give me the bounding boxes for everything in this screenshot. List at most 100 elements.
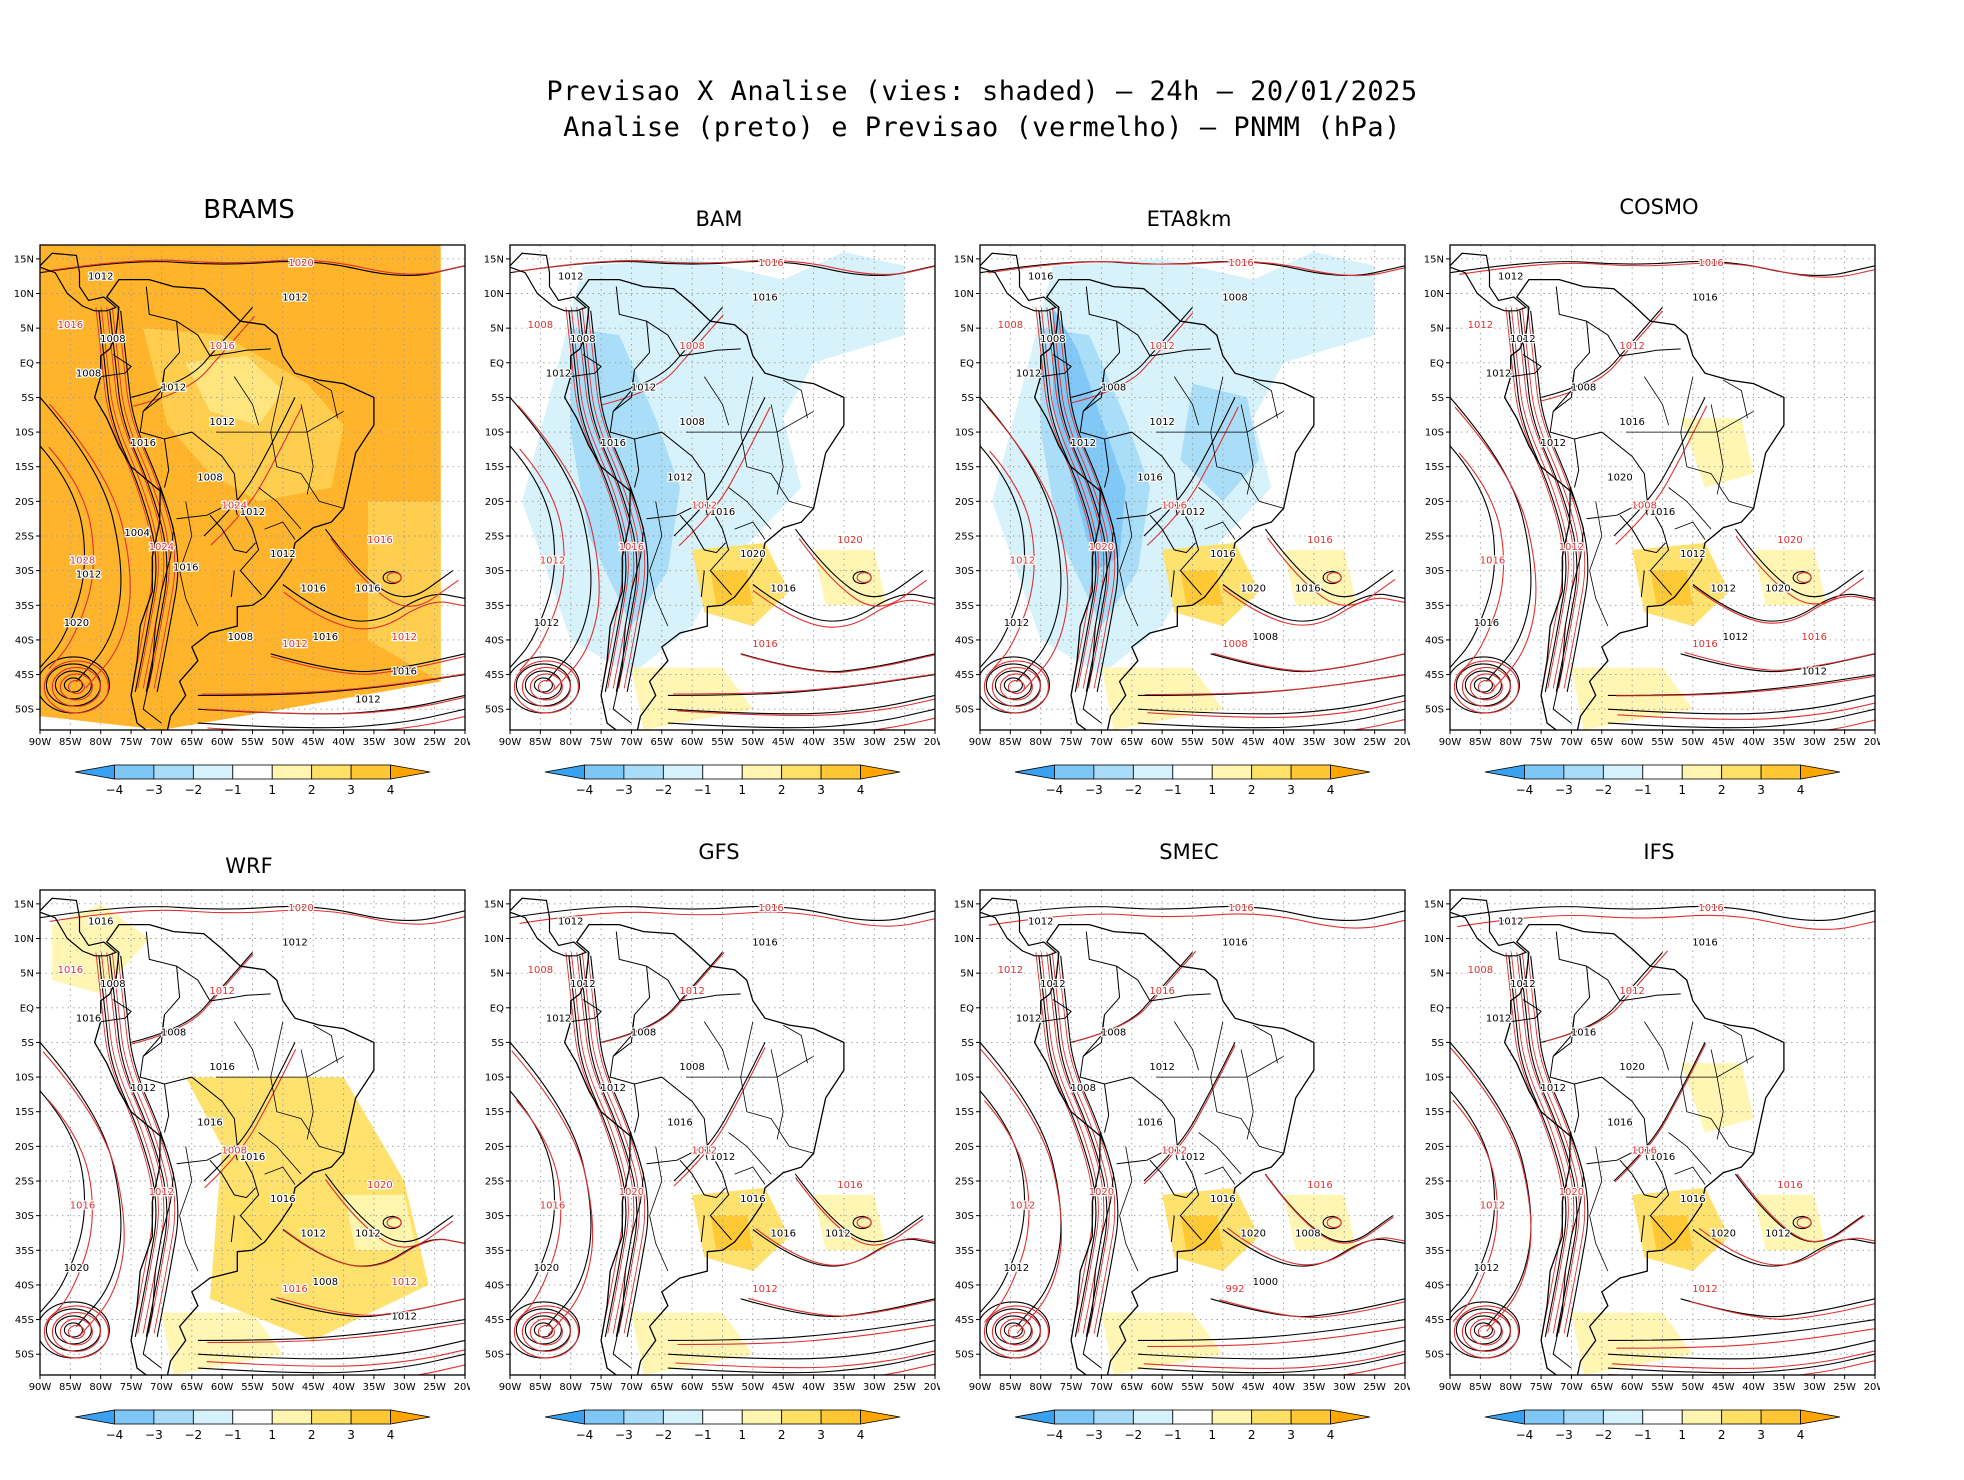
lat-tick-label: 5N bbox=[490, 969, 504, 980]
lon-tick-label: 75W bbox=[120, 1382, 143, 1393]
graticule bbox=[1450, 890, 1875, 1375]
colorbar-segment bbox=[1054, 764, 1095, 780]
forecast-isobar bbox=[1144, 674, 1405, 696]
lon-tick-label: 90W bbox=[29, 737, 52, 748]
analysis-isobar-label: 1012 bbox=[1498, 272, 1523, 283]
colorbar-segment bbox=[1602, 1409, 1644, 1425]
country-border bbox=[1149, 514, 1196, 554]
forecast-isobar-label: 1016 bbox=[1149, 986, 1174, 997]
lat-tick-label: 20S bbox=[955, 1142, 974, 1153]
forecast-isobar bbox=[386, 572, 402, 584]
analysis-isobar bbox=[1450, 445, 1496, 668]
state-border bbox=[783, 379, 808, 419]
lon-tick-label: 50W bbox=[1682, 737, 1705, 748]
country-border bbox=[1619, 1159, 1666, 1199]
state-border bbox=[233, 376, 259, 426]
forecast-isobar-label: 1012 bbox=[392, 632, 417, 643]
forecast-isobar bbox=[529, 1318, 563, 1346]
analysis-isobar bbox=[40, 1042, 122, 1327]
analysis-isobars bbox=[1450, 260, 1875, 729]
bias-region-weak-positive bbox=[813, 1194, 887, 1251]
forecast-isobar-label: 1012 bbox=[1010, 1201, 1035, 1212]
forecast-isobar-label: 1016 bbox=[1228, 258, 1253, 269]
lon-tick-label: 60W bbox=[1151, 1382, 1174, 1393]
panel-title: SMEC bbox=[1159, 840, 1219, 864]
country-border bbox=[1510, 999, 1542, 1023]
colorbar-label: −4 bbox=[576, 1428, 594, 1442]
coastlines bbox=[980, 897, 1315, 1375]
bias-region-weak-positive bbox=[1753, 549, 1827, 606]
lat-tick-label: 5N bbox=[1430, 324, 1444, 335]
colorbar-segment bbox=[1132, 764, 1174, 780]
colorbar-segment bbox=[781, 1409, 822, 1425]
lat-tick-label: 10S bbox=[15, 1073, 34, 1084]
state-border bbox=[1723, 1024, 1748, 1064]
lat-tick-label: 35S bbox=[485, 601, 504, 612]
lon-tick-label: 20W bbox=[454, 737, 470, 748]
analysis-isobar bbox=[1530, 310, 1589, 693]
forecast-isobar-label: 1020 bbox=[288, 903, 313, 914]
analysis-isobar-label: 1012 bbox=[1486, 369, 1511, 380]
lon-tick-label: 30W bbox=[1333, 1382, 1356, 1393]
analysis-isobar-label: 1004 bbox=[124, 528, 149, 539]
country-border bbox=[1116, 1145, 1178, 1165]
lon-tick-label: 20W bbox=[1864, 737, 1880, 748]
analysis-isobar bbox=[667, 1339, 935, 1360]
colorbar-label: −1 bbox=[1164, 1428, 1182, 1442]
analysis-isobar bbox=[197, 708, 465, 729]
forecast-isobar-label: 1012 bbox=[1149, 341, 1174, 352]
lat-tick-label: 45S bbox=[955, 670, 974, 681]
colorbar-segment bbox=[192, 764, 234, 780]
axes: 15N 10N 5N EQ 5S 10S 15S 20S 25S 30S 35S 40S 45S 50S 9… bbox=[14, 254, 470, 748]
lon-tick-label: 60W bbox=[681, 1382, 704, 1393]
analysis-isobar-label: 1016 bbox=[209, 1062, 234, 1073]
colorbar-segment bbox=[153, 764, 194, 780]
state-border bbox=[313, 1024, 338, 1064]
analysis-isobar-label: 1020 bbox=[740, 549, 765, 560]
forecast-isobar-label: 1016 bbox=[1777, 1180, 1802, 1191]
analysis-isobar-label: 1012 bbox=[546, 369, 571, 380]
forecast-isobar bbox=[581, 307, 640, 689]
colorbar-label: −3 bbox=[615, 783, 633, 797]
lat-tick-label: 45S bbox=[15, 1315, 34, 1326]
analysis-isobar bbox=[667, 1353, 935, 1374]
forecast-isobar bbox=[48, 403, 131, 689]
forecast-isobar bbox=[117, 307, 176, 689]
analysis-isobar-label: 1008 bbox=[1040, 334, 1065, 345]
lon-tick-label: 65W bbox=[1590, 1382, 1613, 1393]
colorbar-label: −4 bbox=[1046, 1428, 1064, 1442]
lat-tick-label: EQ bbox=[20, 1003, 34, 1014]
analysis-isobar bbox=[98, 955, 157, 1338]
lat-tick-label: 30S bbox=[1425, 566, 1444, 577]
colorbar-label: −3 bbox=[1555, 783, 1573, 797]
country-border bbox=[1586, 320, 1681, 357]
analysis-isobar bbox=[1060, 310, 1119, 693]
forecast-isobar bbox=[1040, 307, 1099, 689]
country-border bbox=[1149, 1159, 1196, 1199]
analysis-isobar bbox=[1049, 955, 1108, 1338]
lat-tick-label: 10N bbox=[14, 289, 34, 300]
state-border bbox=[1723, 379, 1748, 419]
lat-tick-label: 15S bbox=[485, 462, 504, 473]
analysis-isobar bbox=[1450, 1042, 1532, 1327]
forecast-isobar bbox=[529, 673, 563, 701]
forecast-isobar bbox=[991, 1311, 1041, 1353]
map-area: 1012101610121012100810081012101610121016… bbox=[510, 890, 935, 1375]
forecast-isobar bbox=[1469, 673, 1503, 701]
state-border bbox=[216, 1055, 344, 1078]
forecast-isobar-label: 1008 bbox=[1468, 965, 1493, 976]
south-america-coastline bbox=[1033, 923, 1315, 1375]
analysis-isobar bbox=[1137, 1319, 1405, 1341]
colorbar-segment bbox=[1524, 764, 1565, 780]
south-america-coastline bbox=[1503, 278, 1785, 730]
state-border bbox=[1668, 1132, 1712, 1175]
lon-tick-label: 40W bbox=[1272, 1382, 1295, 1393]
graticule bbox=[40, 245, 465, 730]
bias-region-weak-positive bbox=[631, 1312, 753, 1375]
forecast-isobar bbox=[988, 913, 1405, 929]
colorbar-label: 4 bbox=[857, 1428, 865, 1442]
country-border bbox=[100, 354, 132, 378]
forecast-isobar bbox=[1457, 914, 1875, 930]
lon-tick-label: 30W bbox=[863, 1382, 886, 1393]
lat-tick-label: 40S bbox=[1425, 1280, 1444, 1291]
